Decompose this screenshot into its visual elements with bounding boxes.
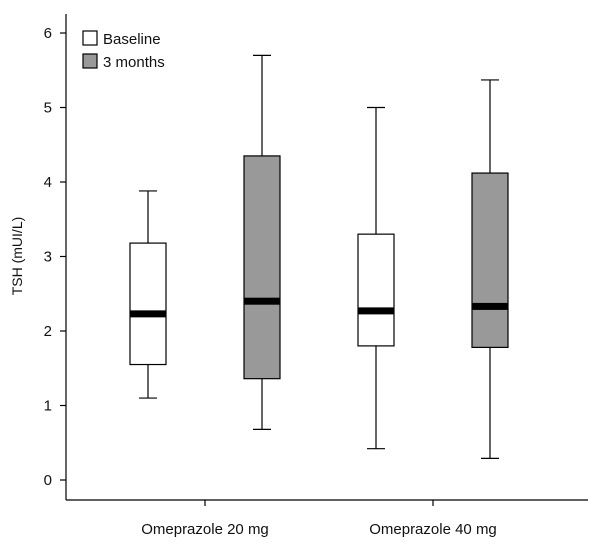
y-tick-label-1: 1 <box>44 398 52 415</box>
box-iqr <box>357 233 395 347</box>
box-iqr <box>471 172 509 348</box>
legend-swatch-3-months <box>82 53 98 69</box>
median-bar <box>244 297 280 305</box>
axes-layer: 0 1 2 3 4 5 6 Omeprazole 20 mg Omeprazole 40 mg <box>44 14 588 538</box>
box-iqr <box>243 155 281 380</box>
median-bar <box>472 302 508 310</box>
x-category-label-0: Omeprazole 20 mg <box>141 521 269 538</box>
box-3-months-0 <box>243 54 281 430</box>
legend-label-3-months: 3 months <box>103 54 165 71</box>
y-tick-label-2: 2 <box>44 323 52 340</box>
legend: Baseline 3 months <box>82 30 165 71</box>
x-category-label-1: Omeprazole 40 mg <box>369 521 497 538</box>
box-3-months-1 <box>471 79 509 459</box>
legend-swatch-baseline <box>82 30 98 46</box>
y-tick-label-0: 0 <box>44 472 52 489</box>
y-tick-label-6: 6 <box>44 25 52 42</box>
box-baseline-1 <box>357 106 395 450</box>
y-tick-label-4: 4 <box>44 174 52 191</box>
box-iqr <box>129 242 167 366</box>
median-bar <box>358 307 394 315</box>
boxes-layer <box>129 54 509 459</box>
y-axis-title: TSH (mUI/L) <box>9 217 25 296</box>
y-tick-label-3: 3 <box>44 249 52 266</box>
legend-label-baseline: Baseline <box>103 31 161 48</box>
box-baseline-0 <box>129 190 167 399</box>
median-bar <box>130 310 166 318</box>
y-tick-label-5: 5 <box>44 100 52 117</box>
